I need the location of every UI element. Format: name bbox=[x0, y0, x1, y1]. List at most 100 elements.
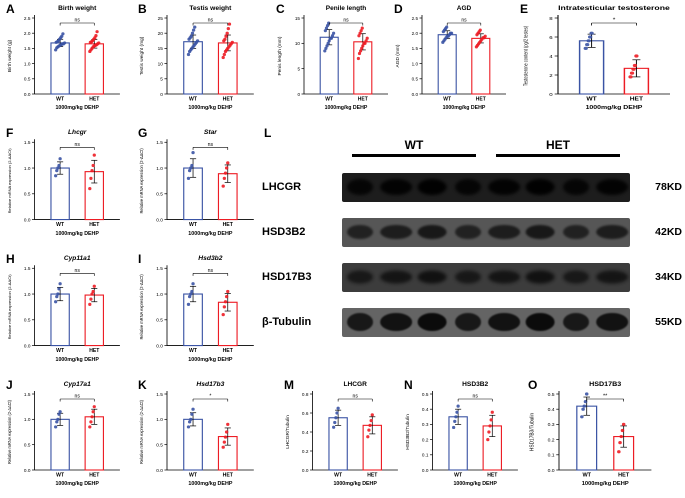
panel-letter-d: D bbox=[394, 2, 403, 16]
panel-letter-m: M bbox=[284, 378, 294, 392]
chart-n: 0.0 0.1 0.2 0.3 0.4 0.5 HSD3B2 HSD3B2/Tubulin WT… bbox=[405, 381, 518, 487]
panel-a-birth-weight: A 0.0 0.5 1.0 1.5 2.0 2.5 Birth weight Birth wei… bbox=[4, 2, 126, 120]
svg-text:0.2: 0.2 bbox=[302, 449, 309, 454]
svg-text:AGD: AGD bbox=[457, 5, 472, 12]
svg-text:1000mg/kg DEHP: 1000mg/kg DEHP bbox=[188, 105, 233, 111]
svg-text:0.5: 0.5 bbox=[24, 318, 31, 323]
blot-row-hsd17b3: HSD17B3 34KD bbox=[262, 262, 682, 292]
svg-text:0.3: 0.3 bbox=[548, 422, 555, 428]
svg-text:0.0: 0.0 bbox=[412, 92, 419, 97]
svg-text:Cyp17a1: Cyp17a1 bbox=[64, 381, 92, 388]
svg-text:*: * bbox=[209, 394, 211, 400]
svg-text:Relative mRNA expression (2-ΔΔ: Relative mRNA expression (2-ΔΔCt) bbox=[7, 399, 12, 464]
svg-text:Hsd3b2: Hsd3b2 bbox=[198, 255, 223, 262]
svg-text:0.0: 0.0 bbox=[422, 468, 429, 473]
svg-text:1000mg/kg DEHP: 1000mg/kg DEHP bbox=[333, 481, 377, 487]
panel-letter-h: H bbox=[6, 252, 15, 266]
svg-text:Relative mRNA expression (2-ΔΔ: Relative mRNA expression (2-ΔΔCt) bbox=[7, 148, 12, 214]
svg-text:ns: ns bbox=[75, 18, 81, 24]
svg-text:ns: ns bbox=[75, 394, 81, 400]
protein-band bbox=[596, 179, 628, 195]
panel-b-testis-weight: B 0 5 10 15 20 25 Testis weight Testis weight (m… bbox=[136, 2, 260, 120]
svg-text:15: 15 bbox=[295, 16, 301, 21]
svg-text:HET: HET bbox=[630, 97, 644, 102]
het-lane-line bbox=[496, 154, 620, 157]
svg-text:1.5: 1.5 bbox=[24, 392, 31, 397]
svg-text:ns: ns bbox=[473, 394, 479, 400]
western-blot-body: WT HET LHCGR 78KD HSD3B2 42KD HSD17B3 34KD β-T… bbox=[262, 138, 682, 337]
svg-text:HET: HET bbox=[223, 97, 234, 103]
panel-g-star-mrna: G 0.0 0.5 1.0 1.5 Star Relative mRNA expressio… bbox=[136, 126, 260, 246]
blot-group-het-label: HET bbox=[546, 138, 570, 152]
protein-band bbox=[455, 270, 481, 284]
svg-text:0.3: 0.3 bbox=[422, 422, 429, 427]
svg-text:HET: HET bbox=[223, 473, 234, 479]
protein-band bbox=[347, 225, 373, 239]
panel-letter-c: C bbox=[276, 2, 285, 16]
protein-band bbox=[455, 225, 481, 239]
protein-label: HSD3B2 bbox=[262, 226, 306, 238]
svg-text:1.5: 1.5 bbox=[24, 46, 31, 51]
svg-text:0.1: 0.1 bbox=[548, 453, 555, 459]
svg-text:HET: HET bbox=[223, 222, 234, 228]
svg-text:HET: HET bbox=[358, 97, 368, 103]
svg-text:ns: ns bbox=[75, 142, 81, 148]
protein-band bbox=[380, 225, 412, 239]
svg-text:1.0: 1.0 bbox=[24, 417, 31, 422]
svg-text:Penile length: Penile length bbox=[326, 5, 366, 12]
blot-strip bbox=[342, 217, 630, 247]
svg-text:ns: ns bbox=[208, 18, 214, 24]
svg-text:0.5: 0.5 bbox=[156, 443, 163, 448]
panel-j-cyp17a1-mrna: J 0.0 0.5 1.0 1.5 Cyp17a1 Relative mRNA expres… bbox=[4, 378, 126, 496]
svg-text:ns: ns bbox=[208, 142, 214, 148]
svg-text:0.5: 0.5 bbox=[156, 192, 163, 197]
panel-i-hsd3b2-mrna: I 0.0 0.5 1.0 1.5 Hsd3b2 Relative mRNA express… bbox=[136, 252, 260, 372]
svg-text:1.0: 1.0 bbox=[24, 292, 31, 297]
protein-band bbox=[525, 313, 555, 331]
protein-band bbox=[347, 179, 373, 195]
svg-text:WT: WT bbox=[334, 473, 343, 479]
protein-band bbox=[380, 313, 412, 331]
panel-letter-o: O bbox=[528, 378, 538, 392]
svg-text:0.0: 0.0 bbox=[156, 343, 163, 348]
panel-h-cyp11a1-mrna: H 0.0 0.5 1.0 1.5 Cyp11a1 Relative mRNA expres… bbox=[4, 252, 126, 372]
protein-band bbox=[380, 270, 412, 284]
protein-band bbox=[488, 225, 520, 239]
svg-text:0.0: 0.0 bbox=[24, 217, 31, 222]
svg-text:2.0: 2.0 bbox=[412, 31, 419, 36]
protein-band bbox=[455, 179, 481, 195]
protein-band bbox=[525, 270, 555, 284]
svg-text:0.2: 0.2 bbox=[422, 437, 429, 442]
panel-letter-n: N bbox=[404, 378, 413, 392]
svg-text:Relative mRNA expression (2-ΔΔ: Relative mRNA expression (2-ΔΔCt) bbox=[139, 399, 144, 464]
svg-text:2.5: 2.5 bbox=[24, 16, 31, 21]
panel-letter-b: B bbox=[138, 2, 147, 16]
svg-text:WT: WT bbox=[189, 348, 198, 354]
svg-text:1.0: 1.0 bbox=[156, 417, 163, 422]
blot-strip bbox=[342, 262, 630, 292]
blot-strip bbox=[342, 172, 630, 202]
panel-f-lhcgr-mrna: F 0.0 0.5 1.0 1.5 Lhcgr Relative mRNA expressi… bbox=[4, 126, 126, 246]
panel-c-penile-length: C 0 5 10 15 Penile length Penis length (mm) WT H… bbox=[274, 2, 394, 120]
svg-text:Penis length (mm): Penis length (mm) bbox=[277, 36, 283, 75]
protein-band bbox=[525, 179, 555, 195]
svg-text:WT: WT bbox=[443, 97, 451, 103]
svg-text:8: 8 bbox=[549, 16, 552, 21]
protein-band bbox=[596, 313, 628, 331]
panel-letter-k: K bbox=[138, 378, 147, 392]
protein-band bbox=[417, 179, 447, 195]
svg-text:HET: HET bbox=[476, 97, 486, 103]
svg-text:0.5: 0.5 bbox=[24, 442, 31, 447]
svg-text:HET: HET bbox=[89, 473, 100, 479]
svg-text:Intratesticular testosterone: Intratesticular testosterone bbox=[558, 4, 670, 12]
svg-text:25: 25 bbox=[158, 16, 164, 21]
svg-text:WT: WT bbox=[189, 473, 198, 479]
panel-d-agd: D 0.0 0.5 1.0 1.5 2.0 2.5 AGD AGD (mm) WT HET ns 100… bbox=[392, 2, 512, 120]
svg-text:1000mg/kg DEHP: 1000mg/kg DEHP bbox=[188, 481, 233, 487]
blot-group-headers: WT HET bbox=[342, 138, 630, 157]
svg-text:0.4: 0.4 bbox=[548, 407, 555, 413]
svg-text:Relative mRNA expression (2-ΔΔ: Relative mRNA expression (2-ΔΔCt) bbox=[139, 148, 144, 214]
blot-rows: LHCGR 78KD HSD3B2 42KD HSD17B3 34KD β-Tubulin 5… bbox=[262, 172, 682, 337]
svg-text:ns: ns bbox=[353, 394, 359, 400]
